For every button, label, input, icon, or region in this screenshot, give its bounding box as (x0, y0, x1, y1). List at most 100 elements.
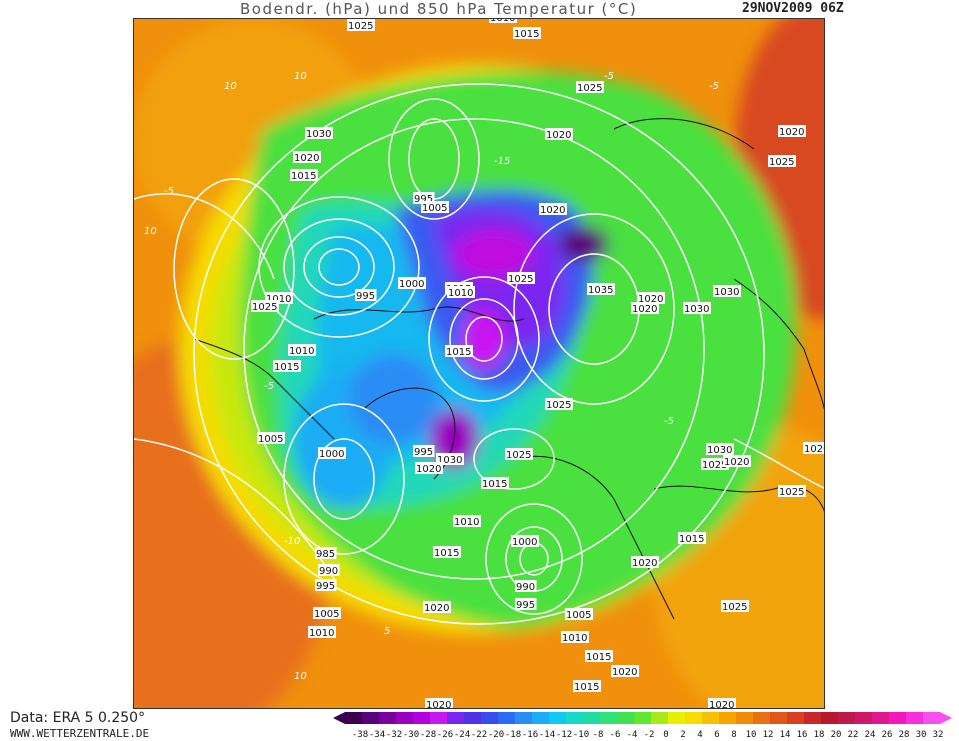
legend-tick-label: -24 (454, 730, 470, 740)
legend-tick-label: 10 (746, 730, 757, 740)
isobar-label-box (778, 485, 806, 497)
weather-map: 10 10 -5 -15 -5 10 -5 -5 -5 -10 10 5 101… (133, 18, 825, 709)
isobar-label: 1015 (274, 362, 299, 373)
isobar-label: 1020 (632, 304, 657, 315)
svg-text:-5: -5 (709, 81, 719, 92)
svg-text:10: 10 (294, 671, 307, 682)
isobar-label-box (573, 680, 601, 692)
isobar-label-box (545, 398, 573, 410)
legend-tick-label: -20 (488, 730, 504, 740)
isobar-label: 1025 (348, 21, 373, 32)
legend-tick-label: -30 (403, 730, 419, 740)
isobar-label-box (515, 598, 537, 610)
isobar-label: 1005 (566, 610, 591, 621)
isobar-label-box (445, 345, 473, 357)
map-date: 29NOV2009 06Z (742, 1, 844, 16)
legend-swatch (549, 712, 567, 724)
isobar-label: 1020 (724, 457, 749, 468)
isobar-label-box (433, 546, 461, 558)
svg-text:-5: -5 (664, 416, 674, 427)
isobar-label-box (683, 302, 711, 314)
isobar-label: 1010 (266, 294, 291, 305)
legend-tick-label: -22 (471, 730, 487, 740)
isobar-label-box (305, 127, 333, 139)
legend-arrow-left (333, 712, 345, 724)
svg-text:-5: -5 (264, 381, 274, 392)
svg-text:10: 10 (144, 226, 157, 237)
legend-swatch (464, 712, 482, 724)
isobar-label: 995 (414, 447, 433, 458)
legend-swatch (583, 712, 601, 724)
legend-swatch (668, 712, 686, 724)
isobar-label-box (423, 601, 451, 613)
isobar-label-box (587, 283, 615, 295)
isobar-label-box (631, 302, 659, 314)
isobar-label-box (413, 445, 435, 457)
isobar-label: 1020 (424, 603, 449, 614)
isobar-label: 1030 (437, 455, 462, 466)
legend-swatch (617, 712, 635, 724)
isobar-label-box (721, 600, 749, 612)
isobar-label-box (425, 698, 453, 708)
isobar-label: 1010 (454, 517, 479, 528)
isobar-label-box (515, 580, 537, 592)
isobar-labels: 1010102510151030102010251015995100510201… (251, 19, 825, 709)
isobar-label-box (803, 442, 824, 454)
isobar-label: 1025 (506, 450, 531, 461)
legend-tick-label: -28 (420, 730, 436, 740)
isobar-label-box (708, 698, 736, 708)
legend-swatch (566, 712, 584, 724)
isobar-label-box (447, 286, 475, 298)
legend-tick-label: 12 (763, 730, 774, 740)
legend-tick-label: -10 (573, 730, 589, 740)
legend-tick-label: 24 (865, 730, 876, 740)
isobar-label: 1015 (514, 29, 539, 40)
isobar-label: 1005 (258, 434, 283, 445)
legend-swatch (821, 712, 839, 724)
isobar-label: 1035 (588, 285, 613, 296)
isobar-label: 995 (316, 581, 335, 592)
isobar-label: 1015 (434, 548, 459, 559)
legend-swatch (889, 712, 907, 724)
legend-swatch (634, 712, 652, 724)
isobar-label: 995 (516, 600, 535, 611)
legend-swatch (396, 712, 414, 724)
svg-text:-15: -15 (494, 156, 510, 167)
isobar-label-box (290, 169, 318, 181)
isobar-label: 1020 (709, 700, 734, 709)
isobar-label: 1010 (448, 288, 473, 299)
isobar-label-box (511, 535, 539, 547)
legend-tick-label: -12 (556, 730, 572, 740)
legend-swatch (498, 712, 516, 724)
legend-swatch (923, 712, 941, 724)
legend-tick-label: -2 (644, 730, 655, 740)
svg-text:-10: -10 (284, 536, 300, 547)
isobar-label: 1020 (779, 127, 804, 138)
isobar-label-box (355, 289, 377, 301)
legend-swatch (447, 712, 465, 724)
svg-text:-5: -5 (604, 71, 614, 82)
isobar-label-box (489, 19, 517, 23)
isobar-label: 1015 (679, 534, 704, 545)
isobar-label-box (318, 564, 340, 576)
legend-swatch (906, 712, 924, 724)
isobar-label: 1020 (804, 444, 825, 455)
legend-swatch (702, 712, 720, 724)
isobar-label: 1010 (309, 628, 334, 639)
isobar-label-box (561, 631, 589, 643)
isobar-label-box (545, 128, 573, 140)
isobar-label-box (453, 515, 481, 527)
isobar-label: 1020 (426, 700, 451, 709)
isobar-label: 990 (319, 566, 338, 577)
svg-text:-5: -5 (164, 186, 174, 197)
isobar-label-box (637, 292, 665, 304)
isobar-label-box (701, 458, 729, 470)
legend-swatch (345, 712, 363, 724)
svg-text:10: 10 (294, 71, 307, 82)
legend-tick-label: 4 (697, 730, 702, 740)
legend-swatch (736, 712, 754, 724)
svg-text:5: 5 (384, 626, 390, 637)
isobar-label-box (585, 650, 613, 662)
legend-tick-label: 32 (933, 730, 944, 740)
legend-swatch (770, 712, 788, 724)
